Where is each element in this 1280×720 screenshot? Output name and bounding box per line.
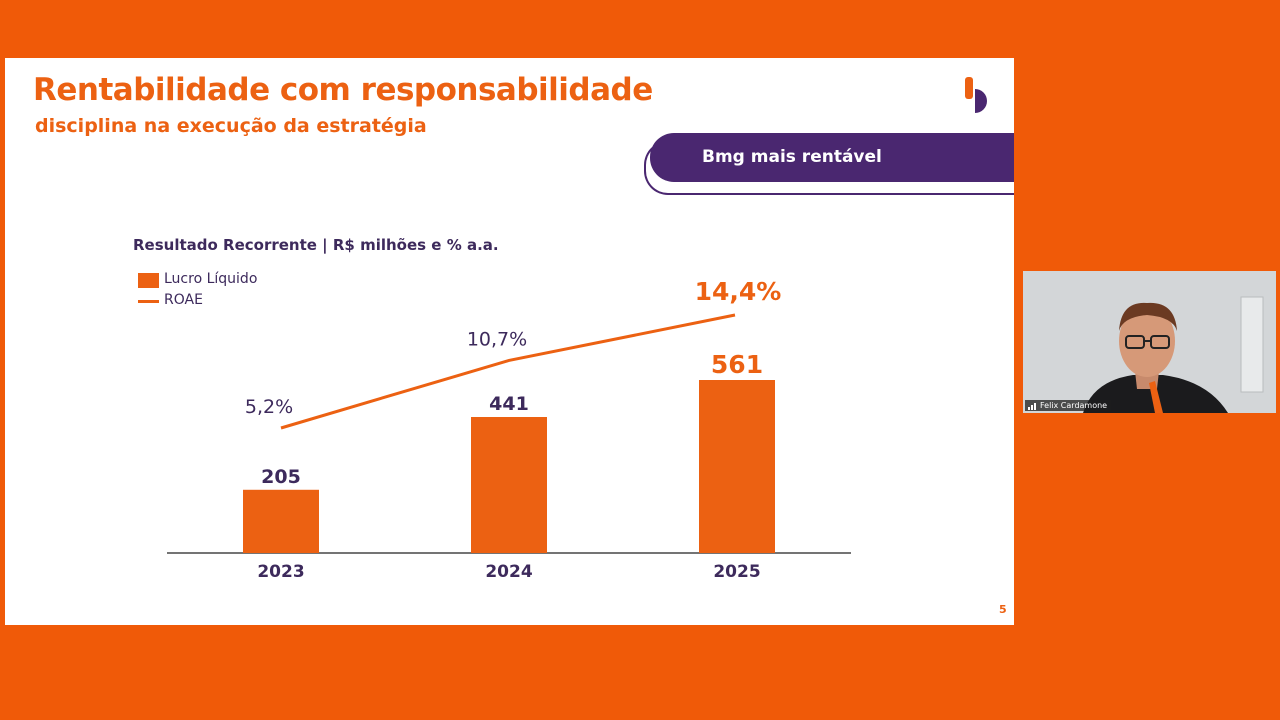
legend-label-lucro: Lucro Líquido — [164, 271, 258, 287]
roae-line — [280, 313, 736, 430]
bar-line-chart: 205 2023 441 2024 561 2025 5,2% 10,7% 14,4% — [167, 277, 851, 582]
slide-subtitle: disciplina na execução da estratégia — [35, 115, 427, 137]
bar-value-label-2025: 561 — [711, 350, 763, 379]
bar-value-label-2023: 205 — [261, 466, 301, 488]
legend-label-roae: ROAE — [164, 292, 203, 308]
banner-bmg-mais-rentavel: Bmg mais rentável — [650, 133, 1014, 182]
presentation-slide: Rentabilidade com responsabilidade disci… — [5, 58, 1014, 625]
bmg-logo-icon — [965, 77, 987, 113]
video-thumbnail[interactable]: Felix Cardamone — [1023, 271, 1276, 413]
x-tick-label-2025: 2025 — [713, 562, 760, 582]
roae-point-label-2024: 10,7% — [467, 328, 527, 350]
participant-name: Felix Cardamone — [1040, 401, 1108, 410]
bar-2023 — [243, 489, 319, 553]
participant-name-label: Felix Cardamone — [1025, 400, 1112, 411]
page-number: 5 — [999, 603, 1007, 616]
legend-line-swatch — [138, 300, 159, 303]
participant-video — [1023, 271, 1276, 413]
signal-bars-icon — [1028, 402, 1036, 410]
bar-2024 — [471, 417, 547, 553]
roae-point-label-2023: 5,2% — [245, 396, 293, 418]
legend-bar-swatch — [138, 273, 159, 288]
roae-point-label-2025: 14,4% — [695, 277, 782, 306]
bar-value-label-2024: 441 — [489, 393, 529, 415]
x-tick-label-2024: 2024 — [485, 562, 532, 582]
chart-title: Resultado Recorrente | R$ milhões e % a.… — [133, 236, 499, 254]
slide-title: Rentabilidade com responsabilidade — [33, 72, 653, 108]
x-tick-label-2023: 2023 — [257, 562, 304, 582]
bar-2025 — [699, 380, 775, 553]
